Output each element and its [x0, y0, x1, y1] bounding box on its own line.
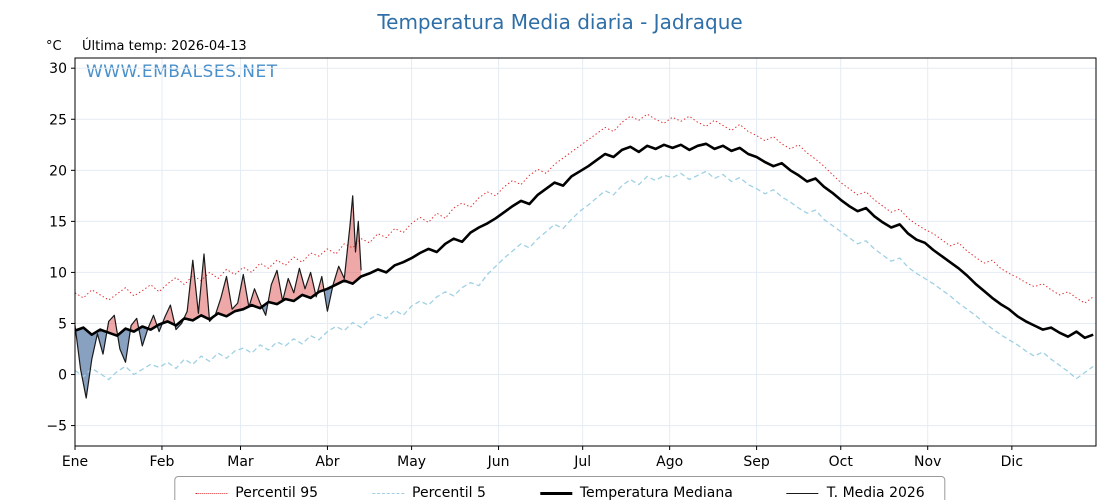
svg-text:10: 10	[49, 265, 67, 281]
legend-box: Percentil 95 Percentil 5 Temperatura Med…	[174, 476, 946, 500]
legend-label-temperatura-mediana: Temperatura Mediana	[579, 485, 733, 500]
percentil-95-line-sample	[195, 492, 228, 494]
svg-text:Feb: Feb	[150, 454, 175, 470]
svg-text:Nov: Nov	[914, 454, 941, 470]
svg-text:0: 0	[58, 368, 67, 384]
percentil-5-line-sample	[372, 492, 405, 494]
svg-text:30: 30	[49, 61, 67, 77]
y-axis-unit-label: °C	[46, 39, 62, 54]
svg-text:25: 25	[49, 112, 67, 128]
legend-item-percentil-95: Percentil 95	[195, 485, 318, 500]
svg-text:Oct: Oct	[829, 454, 854, 470]
legend-item-t-media-2026: T. Media 2026	[786, 485, 925, 500]
svg-text:Jul: Jul	[573, 454, 591, 470]
svg-text:Ago: Ago	[656, 454, 683, 470]
watermark: WWW.EMBALSES.NET	[86, 62, 278, 82]
t-media-2026-line-sample	[786, 492, 819, 494]
svg-text:Mar: Mar	[227, 454, 254, 470]
temperatura-mediana-line-sample	[539, 491, 572, 495]
svg-text:5: 5	[58, 316, 67, 332]
svg-text:−5: −5	[46, 419, 67, 435]
svg-text:May: May	[397, 454, 426, 470]
svg-text:Ene: Ene	[62, 454, 88, 470]
chart-title: Temperatura Media diaria - Jadraque	[377, 10, 743, 34]
svg-text:Abr: Abr	[315, 454, 339, 470]
svg-text:20: 20	[49, 163, 67, 179]
legend-label-t-media-2026: T. Media 2026	[826, 485, 925, 500]
svg-text:Dic: Dic	[1001, 454, 1023, 470]
legend-item-temperatura-mediana: Temperatura Mediana	[539, 485, 733, 500]
legend-item-percentil-5: Percentil 5	[372, 485, 486, 500]
last-temp-annotation: Última temp: 2026-04-13	[82, 39, 247, 54]
svg-text:Jun: Jun	[487, 454, 510, 470]
svg-text:15: 15	[49, 214, 67, 230]
svg-text:Sep: Sep	[743, 454, 770, 470]
legend-label-percentil-5: Percentil 5	[412, 485, 486, 500]
legend-label-percentil-95: Percentil 95	[235, 485, 319, 500]
